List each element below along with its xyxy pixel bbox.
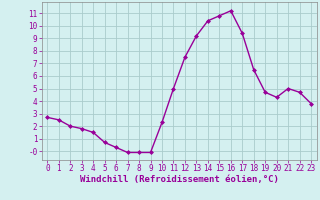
X-axis label: Windchill (Refroidissement éolien,°C): Windchill (Refroidissement éolien,°C) xyxy=(80,175,279,184)
